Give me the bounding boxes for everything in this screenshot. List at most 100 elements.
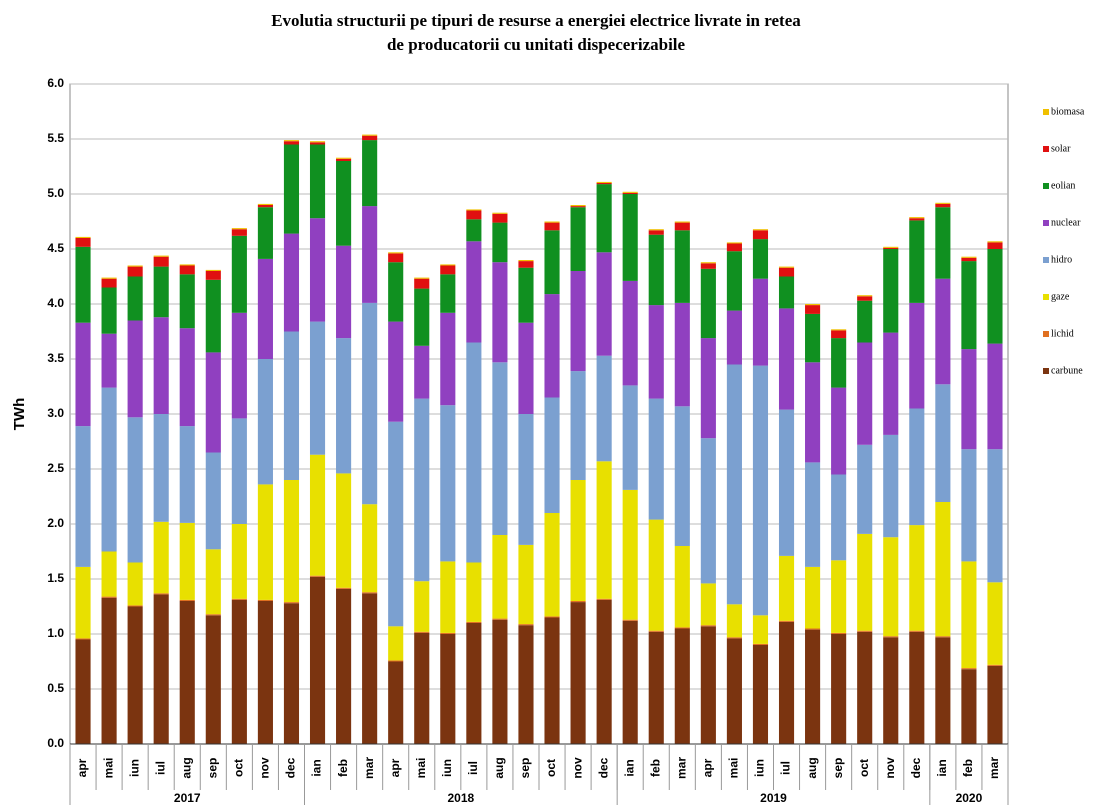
bar-segment	[414, 288, 430, 346]
bar-segment	[127, 266, 143, 277]
bar-segment	[153, 255, 169, 257]
bar-segment	[231, 228, 247, 230]
bar-segment	[961, 668, 977, 670]
bar-segment	[205, 614, 221, 616]
bar-segment	[336, 158, 352, 161]
bar-segment	[935, 202, 951, 204]
x-group-label: 2020	[956, 791, 983, 805]
bar-segment	[492, 362, 508, 535]
bar-segment	[309, 321, 326, 455]
y-tick-label: 4.0	[47, 296, 64, 310]
bar-segment	[805, 304, 821, 306]
legend-label: lichid	[1051, 328, 1074, 339]
bar-segment	[778, 555, 795, 621]
bar-segment	[492, 212, 508, 214]
bar-segment	[231, 229, 247, 236]
bar-segment	[231, 235, 247, 313]
bar-segment	[622, 620, 638, 744]
bar-segment	[857, 444, 873, 534]
bar-segment	[622, 489, 638, 620]
bar-segment	[752, 230, 769, 240]
x-tick-label: dec	[909, 757, 923, 778]
bar-segment	[831, 329, 847, 331]
y-tick-label: 3.5	[47, 351, 64, 365]
x-tick-label: dec	[596, 757, 610, 778]
x-tick-label: mai	[414, 758, 428, 779]
bar-segment	[700, 583, 716, 626]
bar-segment	[257, 207, 273, 259]
bar-segment	[831, 634, 847, 744]
bar-segment	[466, 210, 482, 220]
bar-segment	[309, 218, 326, 322]
bar-segment	[309, 141, 326, 143]
x-tick-label: apr	[75, 758, 89, 777]
bar-segment	[257, 359, 273, 485]
bar-segment	[831, 338, 847, 388]
bar-segment	[674, 628, 690, 744]
bar-segment	[622, 194, 638, 281]
bar-segment	[570, 206, 586, 208]
bar-segment	[700, 625, 716, 627]
bar-segment	[179, 522, 195, 600]
bar-segment	[674, 546, 690, 628]
bar-segment	[362, 302, 378, 505]
bar-segment	[414, 345, 430, 399]
bar-segment	[674, 302, 690, 407]
y-tick-label: 2.0	[47, 516, 64, 530]
bar-segment	[622, 619, 638, 621]
legend-swatch	[1043, 368, 1049, 374]
bar-segment	[752, 643, 769, 645]
bar-segment	[362, 140, 378, 207]
bar-segment	[518, 625, 534, 744]
bar-segment	[805, 313, 821, 363]
bar-segment	[805, 628, 821, 630]
bar-segment	[336, 588, 352, 744]
bar-segment	[961, 349, 977, 450]
bar-segment	[961, 257, 977, 262]
y-tick-label: 3.0	[47, 406, 64, 420]
x-tick-label: mai	[101, 758, 115, 779]
bar-segment	[648, 519, 664, 631]
bar-segment	[388, 252, 404, 254]
bar-segment	[127, 562, 143, 606]
bar-segment	[309, 142, 326, 145]
bar-segment	[961, 449, 977, 562]
x-tick-label: nov	[570, 757, 584, 779]
bar-segment	[336, 157, 352, 159]
bar-segment	[518, 624, 534, 626]
bar-segment	[127, 606, 143, 744]
bar-segment	[362, 135, 378, 141]
bar-segment	[570, 371, 586, 480]
bar-segment	[752, 278, 769, 366]
bar-segment	[257, 599, 273, 601]
legend-swatch	[1043, 220, 1049, 226]
legend-label: carbune	[1051, 365, 1083, 376]
x-tick-label: nov	[258, 757, 272, 779]
bar-segment	[805, 629, 821, 744]
bar-segment	[440, 561, 456, 633]
bar-segment	[857, 296, 873, 301]
bar-segment	[700, 338, 716, 439]
bar-segment	[205, 352, 221, 453]
bar-segment	[362, 134, 378, 136]
x-tick-label: mar	[674, 757, 688, 779]
bar-segment	[648, 305, 664, 399]
bar-segment	[726, 364, 742, 605]
bar-segment	[935, 278, 951, 385]
bar-segment	[205, 452, 221, 550]
bar-segment	[440, 634, 456, 744]
bar-segment	[309, 454, 326, 576]
bar-segment	[440, 264, 456, 266]
y-tick-label: 1.0	[47, 626, 64, 640]
bar-segment	[752, 365, 769, 616]
bar-segment	[153, 266, 169, 318]
bar-segment	[336, 473, 352, 588]
bar-segment	[518, 260, 534, 262]
bar-segment	[778, 409, 795, 556]
bar-segment	[909, 408, 925, 526]
legend-label: solar	[1051, 143, 1071, 154]
bar-segment	[75, 638, 91, 640]
x-tick-label: sep	[831, 758, 845, 779]
x-tick-label: mar	[362, 757, 376, 779]
bar-segment	[388, 253, 404, 263]
